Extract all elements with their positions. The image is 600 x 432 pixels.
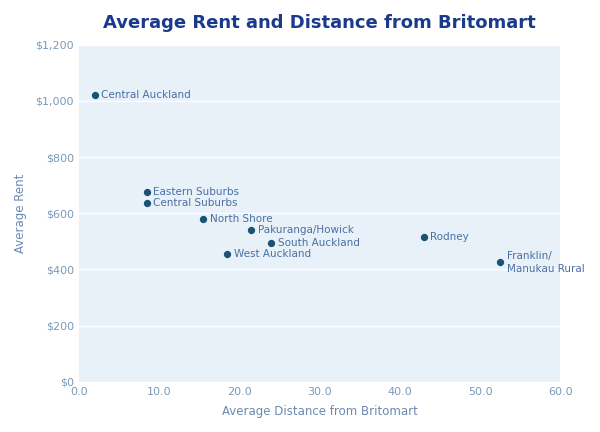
X-axis label: Average Distance from Britomart: Average Distance from Britomart (221, 405, 418, 418)
Point (223, 251, 232, 257)
Point (247, 227, 256, 234)
Point (199, 216, 208, 222)
Text: Pakuranga/Howick: Pakuranga/Howick (257, 225, 353, 235)
Point (419, 234, 428, 241)
Text: Franklin/
Manukau Rural: Franklin/ Manukau Rural (506, 251, 584, 273)
Point (495, 259, 505, 266)
Y-axis label: Average Rent: Average Rent (14, 174, 27, 253)
Point (142, 189, 152, 196)
Title: Average Rent and Distance from Britomart: Average Rent and Distance from Britomart (103, 14, 536, 32)
Text: Rodney: Rodney (430, 232, 469, 242)
Text: West Auckland: West Auckland (233, 249, 311, 259)
Text: Eastern Suburbs: Eastern Suburbs (154, 187, 239, 197)
Text: Central Auckland: Central Auckland (101, 90, 191, 100)
Text: North Shore: North Shore (209, 214, 272, 224)
Point (142, 199, 152, 206)
Point (90, 92, 100, 98)
Point (266, 240, 276, 247)
Text: South Auckland: South Auckland (278, 238, 359, 248)
Text: Central Suburbs: Central Suburbs (154, 197, 238, 207)
